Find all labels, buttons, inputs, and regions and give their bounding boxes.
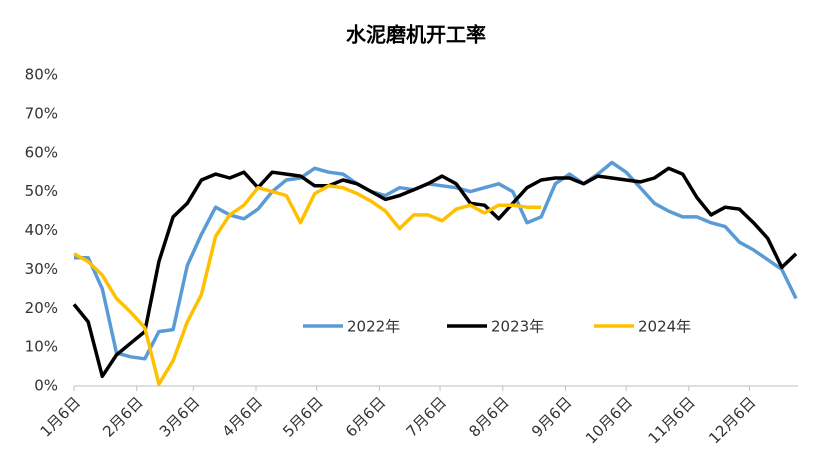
y-tick-label: 70% xyxy=(25,104,58,122)
x-tick-label: 12月6日 xyxy=(705,393,759,447)
y-tick-label: 50% xyxy=(25,182,58,200)
legend-label: 2023年 xyxy=(491,318,544,336)
x-tick-label: 8月6日 xyxy=(465,393,512,440)
y-tick-label: 40% xyxy=(25,221,58,239)
y-tick-label: 30% xyxy=(25,260,58,278)
y-tick-label: 60% xyxy=(25,143,58,161)
x-tick-label: 5月6日 xyxy=(279,393,326,440)
x-tick-label: 2月6日 xyxy=(99,393,146,440)
x-tick-label: 3月6日 xyxy=(156,393,203,440)
y-tick-label: 10% xyxy=(25,338,58,356)
x-tick-label: 1月6日 xyxy=(37,393,84,440)
y-tick-label: 20% xyxy=(25,299,58,317)
legend-label: 2024年 xyxy=(638,318,691,336)
x-tick-label: 11月6日 xyxy=(645,393,699,447)
series-line xyxy=(74,160,798,361)
x-tick-label: 10月6日 xyxy=(582,393,636,447)
x-tick-label: 4月6日 xyxy=(219,393,266,440)
x-tick-label: 6月6日 xyxy=(342,393,389,440)
x-tick-label: 9月6日 xyxy=(528,393,575,440)
y-tick-label: 80% xyxy=(25,66,58,84)
series-line xyxy=(73,184,542,386)
y-tick-label: 0% xyxy=(34,377,58,395)
legend-label: 2022年 xyxy=(347,318,400,336)
chart-title: 水泥磨机开工率 xyxy=(346,23,486,47)
series-line xyxy=(72,166,798,379)
x-tick-label: 7月6日 xyxy=(403,393,450,440)
